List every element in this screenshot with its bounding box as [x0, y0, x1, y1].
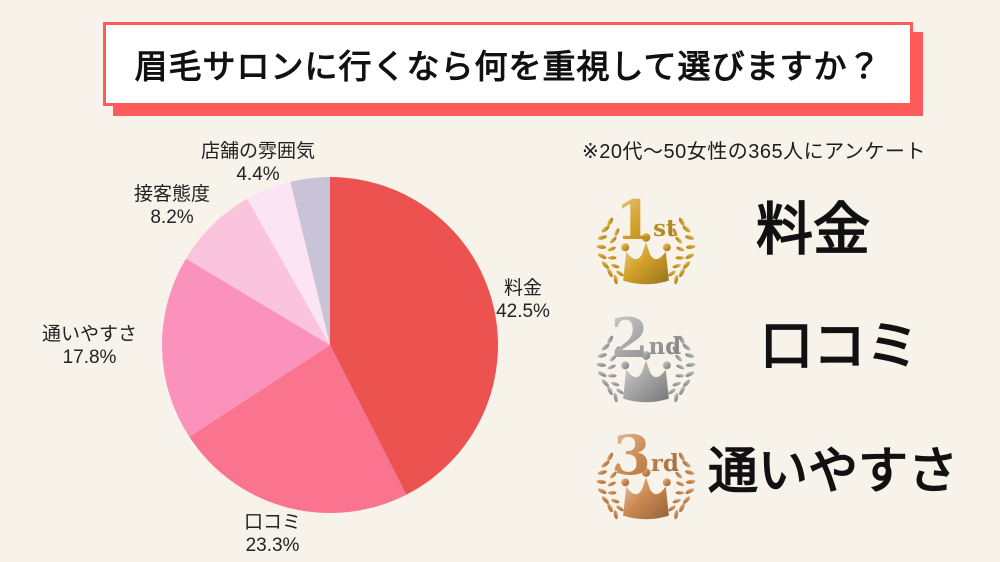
pie-label-reviews: 口コミ 23.3% [215, 511, 330, 557]
pie-slice-4 [247, 181, 330, 345]
pie-label-value: 8.2% [150, 207, 194, 228]
pie-label-text: 接客態度 [133, 184, 210, 205]
pie-label-value: 42.5% [496, 301, 550, 322]
pie-chart-svg [162, 177, 498, 513]
crown-icon [623, 242, 669, 285]
pie-label-text: 料金 [503, 278, 542, 299]
rank-1-medal-icon: 1st [596, 189, 696, 285]
pie-slice-3 [185, 198, 330, 345]
pie-chart [162, 177, 498, 513]
pie-slice-2 [162, 258, 330, 437]
crown-icon [623, 360, 669, 403]
rank-1-label: 料金 [756, 196, 870, 263]
pie-label-fee: 料金 42.5% [468, 277, 578, 323]
pie-label-value: 4.4% [236, 164, 280, 185]
pie-label-text: 口コミ [243, 512, 301, 533]
pie-slice-1 [189, 345, 407, 513]
pie-label-text: 店舗の雰囲気 [200, 141, 315, 162]
pie-label-atmosphere: 店舗の雰囲気 4.4% [188, 140, 328, 186]
rank-3-label: 通いやすさ [708, 441, 958, 500]
pie-slice-0 [330, 177, 498, 495]
pie-label-value: 17.8% [62, 347, 117, 368]
rank-2-medal-icon: 2nd [596, 307, 696, 403]
pie-label-text: 通いやすさ [41, 324, 137, 345]
rank-number: 1st [615, 189, 677, 252]
crown-icon [623, 477, 669, 520]
title-banner: 眉毛サロンに行くなら何を重視して選びますか？ [103, 22, 913, 106]
rank-2-label: 口コミ [760, 315, 919, 377]
pie-label-service: 接客態度 8.2% [108, 183, 236, 229]
page-title: 眉毛サロンに行くなら何を重視して選びますか？ [134, 48, 882, 85]
rank-number: 3rd [613, 424, 679, 487]
survey-note: ※20代〜50女性の365人にアンケート [582, 141, 926, 163]
pie-label-value: 23.3% [245, 535, 300, 556]
rank-number: 2nd [611, 307, 681, 370]
pie-label-accessibility: 通いやすさ 17.8% [22, 323, 157, 369]
rank-3-medal-icon: 3rd [596, 424, 696, 520]
pie-slice-5 [290, 177, 330, 345]
